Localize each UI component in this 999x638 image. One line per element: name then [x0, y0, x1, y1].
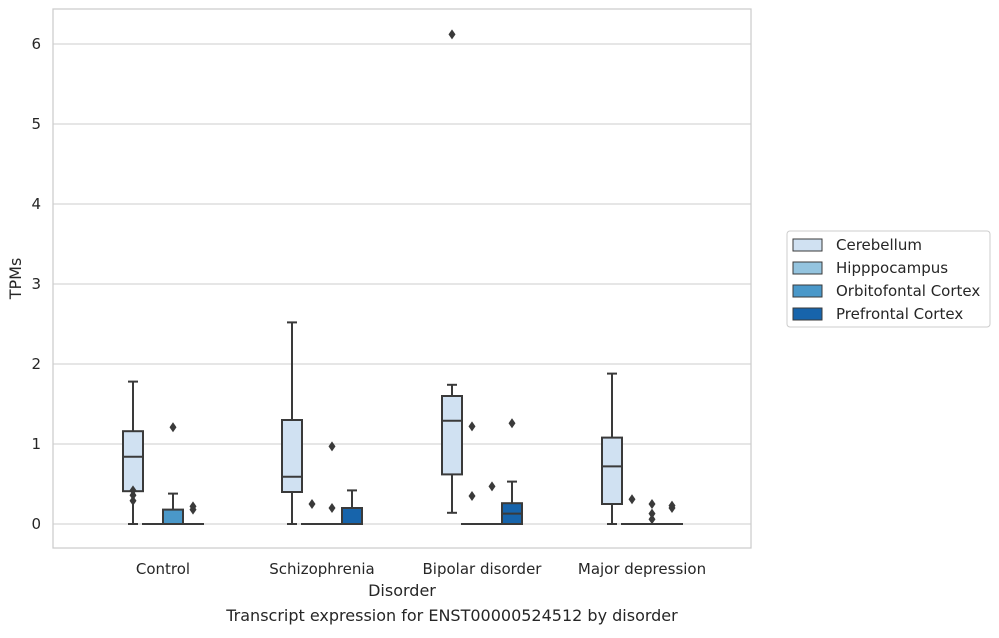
y-tick-label: 6	[31, 35, 41, 53]
outlier-point	[170, 422, 177, 432]
y-tick-label: 0	[31, 515, 41, 533]
outlier-point	[469, 491, 476, 501]
y-tick-label: 5	[31, 115, 41, 133]
outlier-point	[469, 421, 476, 431]
x-tick-label: Schizophrenia	[269, 560, 374, 578]
box-iqr	[282, 420, 302, 492]
chart-caption: Transcript expression for ENST0000052451…	[0, 606, 904, 625]
outlier-point	[649, 499, 656, 509]
legend-label: Prefrontal Cortex	[836, 305, 963, 323]
outlier-point	[649, 509, 656, 519]
legend-swatch	[793, 262, 822, 274]
plot-frame	[53, 9, 751, 548]
x-axis-label: Disorder	[368, 581, 436, 600]
x-tick-label: Bipolar disorder	[423, 560, 543, 578]
legend-label: Hipppocampus	[836, 259, 948, 277]
outlier-point	[449, 29, 456, 39]
outlier-point	[629, 494, 636, 504]
legend-swatch	[793, 239, 822, 251]
legend-label: Cerebellum	[836, 236, 922, 254]
outlier-point	[329, 503, 336, 513]
y-tick-label: 4	[31, 195, 41, 213]
legend-swatch	[793, 285, 822, 297]
box-iqr	[163, 510, 183, 524]
x-tick-label: Major depression	[578, 560, 706, 578]
y-tick-label: 3	[31, 275, 41, 293]
legend-label: Orbitofontal Cortex	[836, 282, 980, 300]
outlier-point	[309, 499, 316, 509]
legend-swatch	[793, 308, 822, 320]
box-iqr	[442, 396, 462, 474]
box-iqr	[602, 438, 622, 504]
x-tick-label: Control	[136, 560, 190, 578]
y-axis-label: TPMs	[6, 258, 25, 301]
y-tick-label: 1	[31, 435, 41, 453]
outlier-point	[329, 441, 336, 451]
outlier-point	[509, 418, 516, 428]
y-tick-label: 2	[31, 355, 41, 373]
outlier-point	[489, 481, 496, 491]
box-iqr	[123, 431, 143, 491]
box-iqr	[342, 508, 362, 524]
